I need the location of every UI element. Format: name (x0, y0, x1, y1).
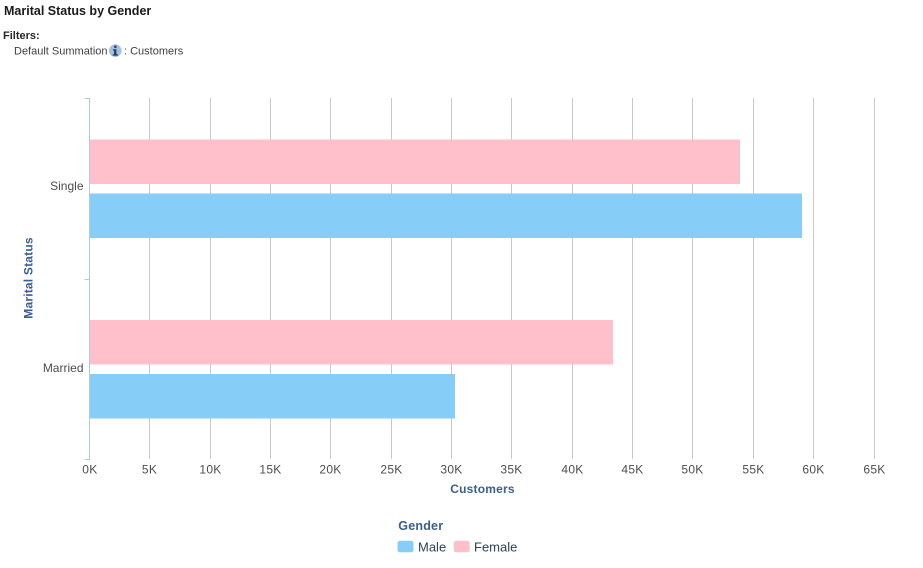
svg-text:50K: 50K (681, 463, 703, 477)
svg-text:Marital Status by Gender: Marital Status by Gender (4, 4, 151, 18)
svg-text:Gender: Gender (398, 519, 443, 533)
svg-text:Filters:: Filters: (3, 30, 40, 42)
svg-text:Married: Married (43, 361, 84, 375)
svg-text:Marital Status: Marital Status (21, 237, 35, 319)
svg-text:40K: 40K (561, 463, 583, 477)
svg-text:Default Summation: Default Summation (14, 46, 108, 58)
svg-text:: Customers: : Customers (124, 46, 184, 58)
svg-text:25K: 25K (380, 463, 402, 477)
svg-text:65K: 65K (863, 463, 885, 477)
svg-text:45K: 45K (621, 463, 643, 477)
svg-text:10K: 10K (199, 463, 221, 477)
svg-text:Male: Male (418, 540, 446, 555)
svg-text:60K: 60K (802, 463, 824, 477)
svg-text:0K: 0K (82, 463, 97, 477)
svg-text:15K: 15K (259, 463, 281, 477)
svg-text:Customers: Customers (450, 482, 515, 496)
svg-text:20K: 20K (319, 463, 341, 477)
svg-text:55K: 55K (742, 463, 764, 477)
svg-text:35K: 35K (500, 463, 522, 477)
svg-text:30K: 30K (440, 463, 462, 477)
svg-text:5K: 5K (142, 463, 157, 477)
svg-text:Single: Single (50, 179, 84, 193)
svg-text:Female: Female (474, 540, 517, 555)
